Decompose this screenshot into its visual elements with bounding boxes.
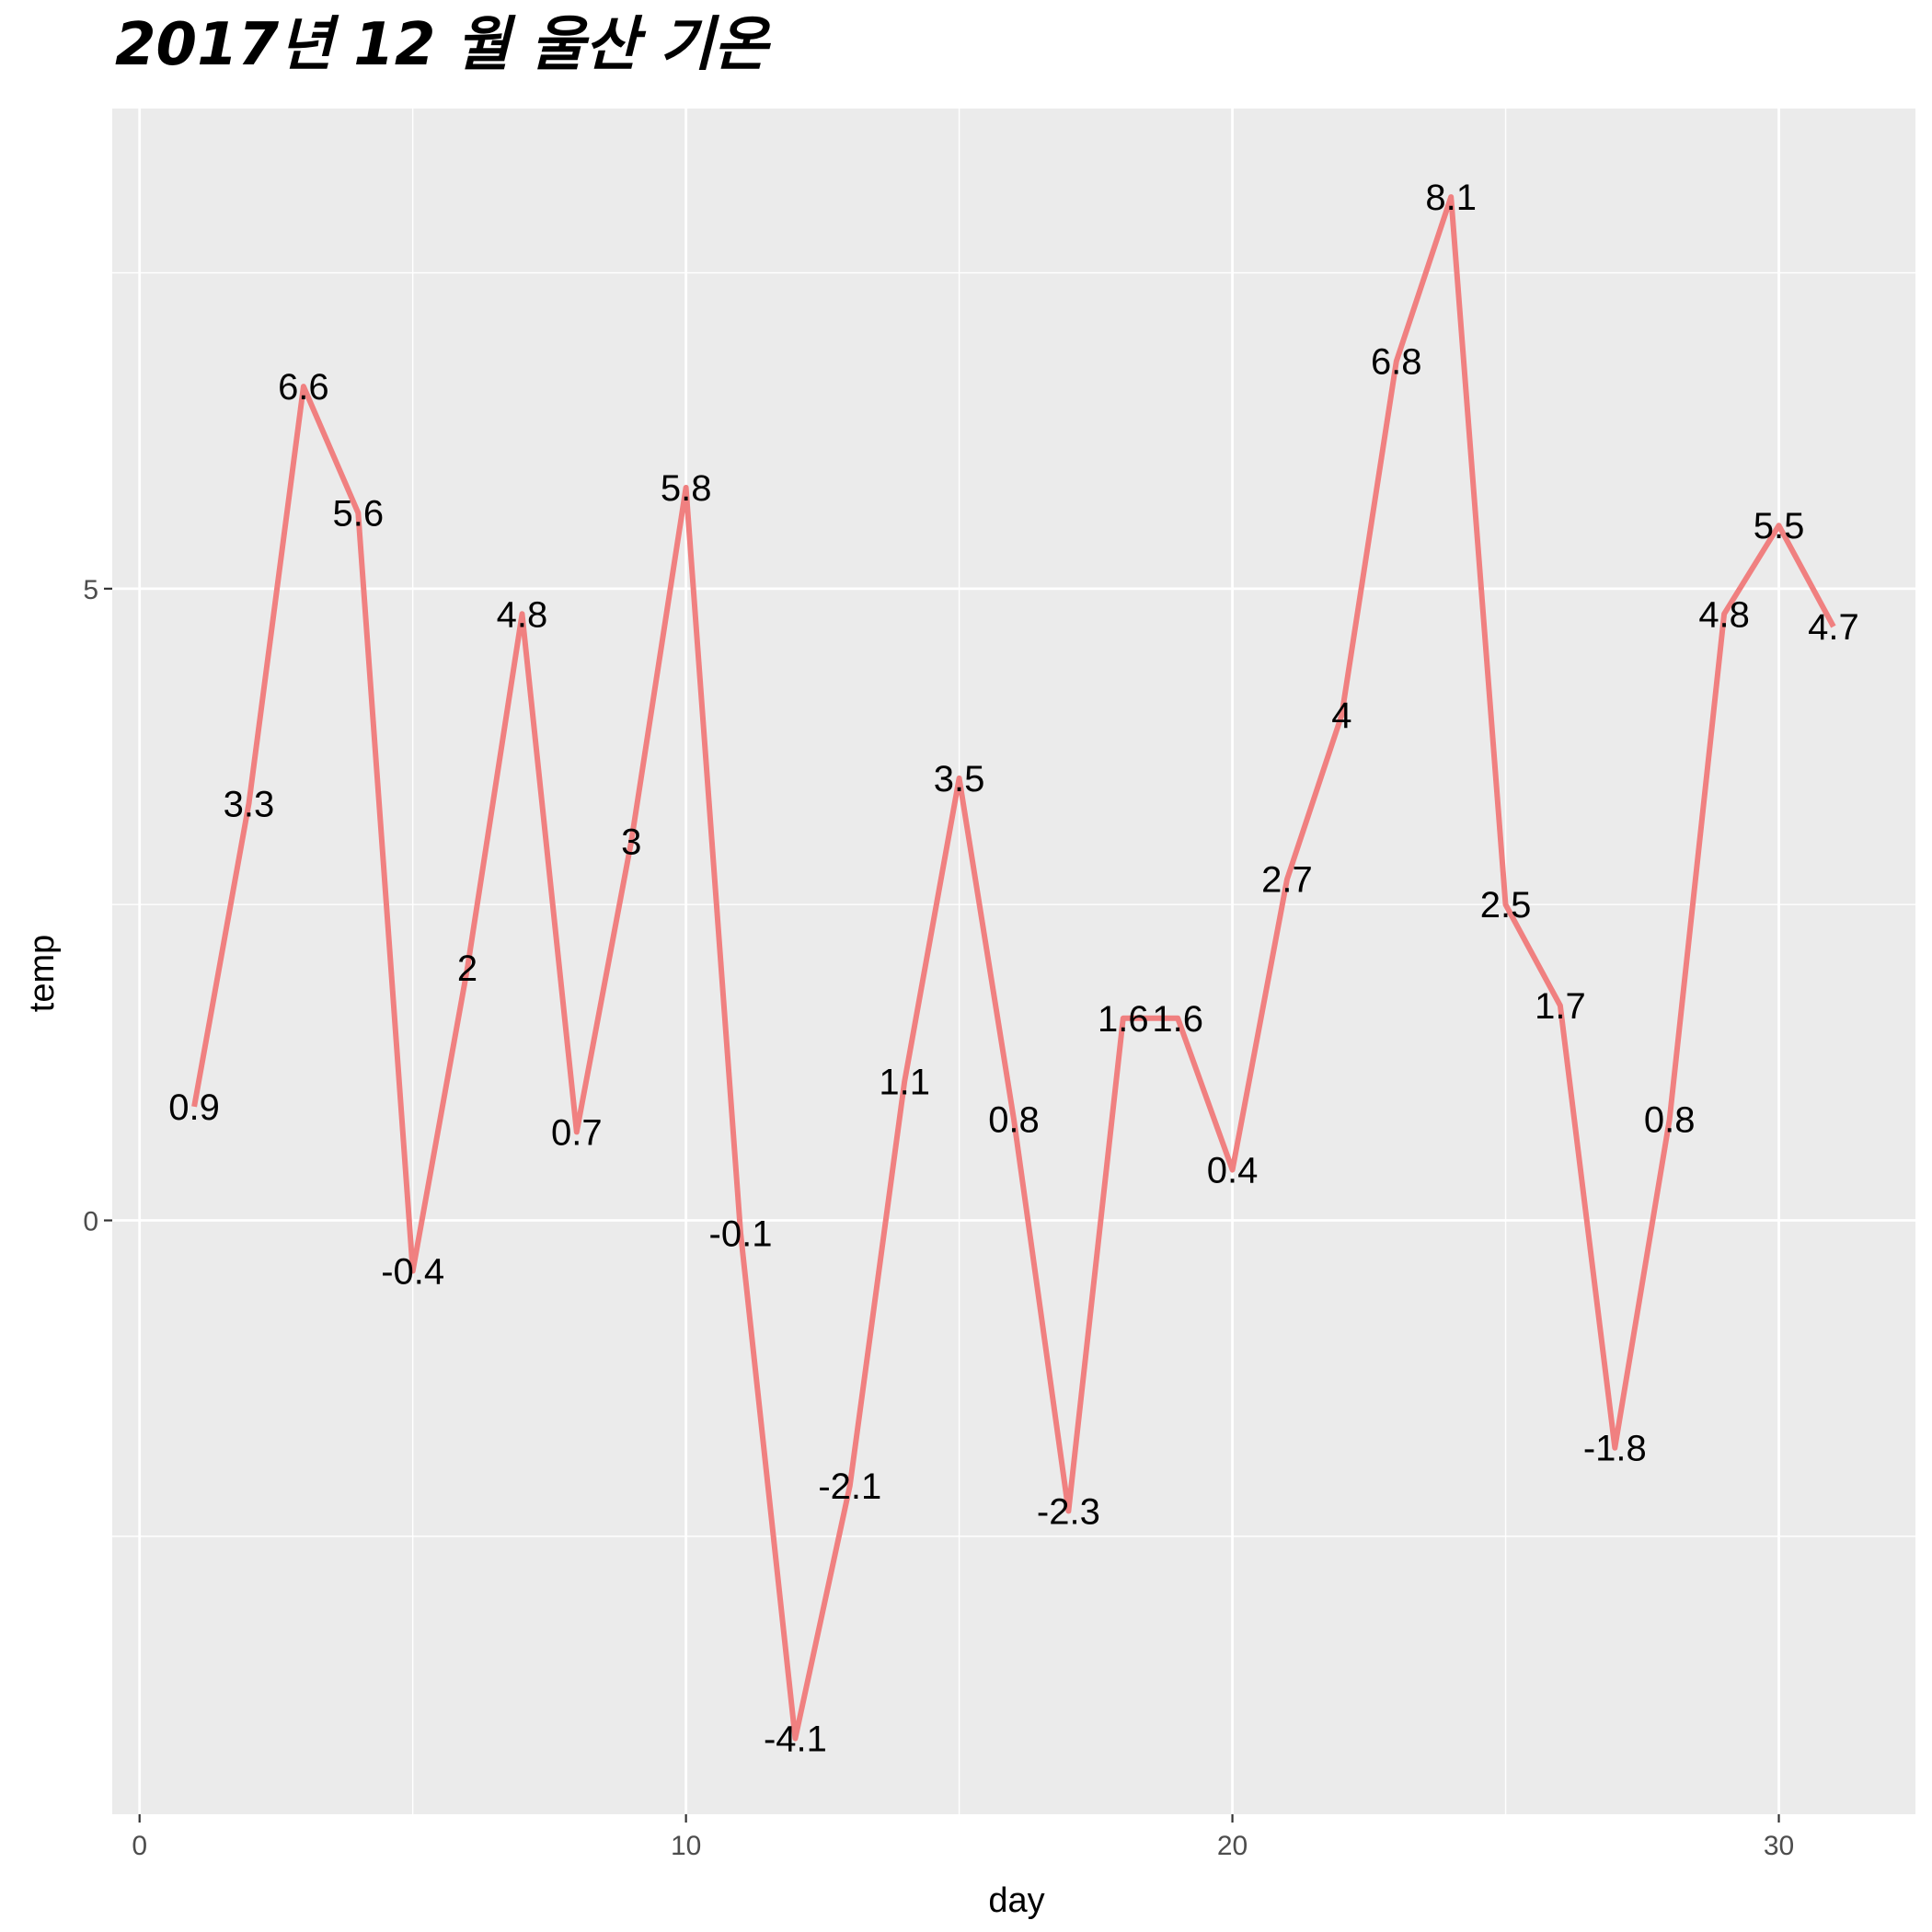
data-label: 1.6	[1152, 999, 1203, 1040]
data-label: -2.3	[1037, 1491, 1100, 1532]
data-label: -4.1	[764, 1719, 827, 1760]
data-label: 3.3	[224, 784, 275, 824]
data-label: -0.1	[709, 1213, 773, 1254]
data-label: 8.1	[1425, 178, 1477, 218]
data-label: -1.8	[1583, 1429, 1647, 1469]
data-label: 0.4	[1207, 1151, 1259, 1191]
data-label: 0.8	[1644, 1100, 1696, 1141]
x-tick-label: 0	[132, 1831, 147, 1861]
data-label: -0.4	[381, 1251, 444, 1292]
data-label: 5.6	[332, 493, 384, 534]
data-label: 1.1	[879, 1062, 930, 1102]
data-label: 3.5	[934, 759, 985, 799]
data-label: 2	[457, 949, 477, 989]
x-axis-title: day	[988, 1881, 1044, 1920]
x-tick-label: 20	[1217, 1831, 1248, 1861]
data-label: 0.9	[168, 1087, 220, 1128]
data-label: 2.7	[1261, 860, 1313, 901]
plot-panel	[112, 109, 1915, 1814]
data-label: 0.7	[551, 1112, 603, 1153]
data-label: 6.8	[1371, 342, 1422, 383]
y-tick-label: 0	[83, 1207, 98, 1237]
x-tick-label: 10	[671, 1831, 701, 1861]
data-label: 5.8	[661, 468, 712, 509]
data-label: 4.8	[497, 594, 548, 635]
data-label: 6.6	[278, 367, 329, 408]
data-label: 2.5	[1480, 885, 1532, 926]
y-axis-title: temp	[23, 935, 62, 1012]
data-label: 0.8	[988, 1100, 1040, 1141]
x-tick-label: 30	[1764, 1831, 1794, 1861]
data-label: 1.6	[1098, 999, 1149, 1040]
data-label: 4.8	[1698, 594, 1750, 635]
y-tick-label: 5	[83, 575, 98, 605]
data-label: 4.7	[1808, 607, 1859, 648]
chart-title: 2017년 12 월 울산 기온	[115, 11, 772, 79]
data-label: -2.1	[818, 1466, 881, 1507]
data-label: 5.5	[1754, 506, 1805, 546]
data-label: 4	[1331, 696, 1351, 736]
data-label: 1.7	[1535, 986, 1586, 1027]
data-label: 3	[621, 822, 641, 863]
